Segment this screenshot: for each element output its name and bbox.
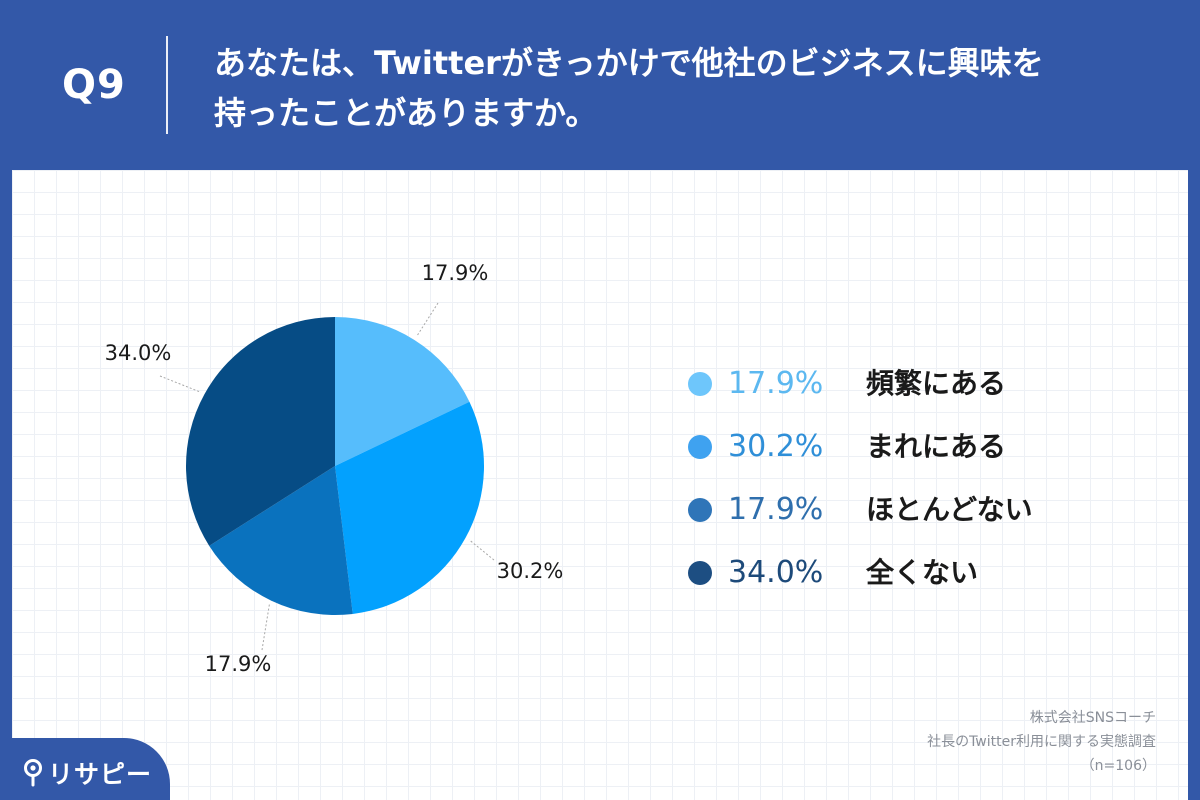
pie-slice [209,466,353,615]
legend-percent: 34.0% [728,555,824,590]
legend-dot [688,435,712,459]
pie-slice [335,401,485,614]
leader-line [261,604,270,651]
legend-percent: 17.9% [728,366,824,401]
question-number: Q9 [62,62,126,108]
question-line-2: 持ったことがありますか。 [214,94,598,132]
pie-slice [186,317,335,546]
slice-label: 17.9% [422,261,489,285]
legend-dot [688,561,712,585]
slice-label: 30.2% [497,559,564,583]
source-note: 株式会社SNSコーチ 社長のTwitter利用に関する実態調査 （n=106） [927,706,1156,778]
legend-label: まれにある [866,430,1007,463]
source-sample-size: （n=106） [1080,758,1156,774]
slice-label: 17.9% [205,652,272,676]
header: Q9 あなたは、Twitterがきっかけで他社のビジネスに興味を 持ったことがあ… [0,0,1200,170]
pie-slice [335,317,470,466]
brand-logo: リサピー [0,738,170,800]
leader-line [468,539,495,561]
legend-label: 全くない [866,556,979,589]
legend-dot [688,372,712,396]
leader-line [416,302,439,337]
question-text: あなたは、Twitterがきっかけで他社のビジネスに興味を 持ったことがあります… [214,38,1174,138]
header-divider [166,36,168,134]
leader-line [159,375,202,393]
source-company: 株式会社SNSコーチ [1029,710,1156,726]
pin-icon [24,759,42,787]
logo-text: リサピー [48,760,153,789]
question-line-1: あなたは、Twitterがきっかけで他社のビジネスに興味を [214,44,1044,82]
legend-label: 頻繁にある [866,367,1007,400]
legend-label: ほとんどない [866,493,1033,526]
source-survey: 社長のTwitter利用に関する実態調査 [927,734,1156,750]
legend-percent: 17.9% [728,492,824,527]
slice-label: 34.0% [105,341,172,365]
legend-dot [688,498,712,522]
legend-percent: 30.2% [728,429,824,464]
